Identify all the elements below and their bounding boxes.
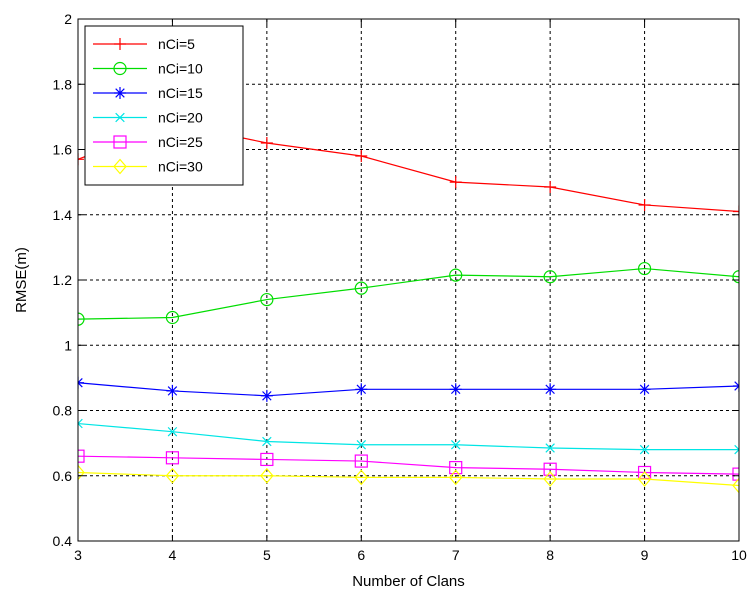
series-nCi=20	[78, 418, 739, 455]
data-point	[165, 467, 180, 484]
x-tick-label: 6	[357, 547, 365, 563]
series-line	[78, 471, 739, 487]
legend-item: nCi=20	[93, 110, 203, 126]
data-point	[78, 312, 85, 326]
legend-item: nCi=30	[93, 159, 203, 175]
x-tick-label: 7	[452, 547, 460, 563]
x-tick-label: 10	[731, 547, 747, 563]
y-tick-label: 2	[64, 11, 72, 27]
y-tick-label: 0.4	[53, 533, 73, 549]
y-tick-label: 0.6	[53, 468, 73, 484]
data-point	[355, 383, 368, 396]
data-point	[113, 158, 127, 175]
legend-item: nCi=5	[93, 36, 195, 52]
series-line	[78, 267, 739, 320]
y-tick-label: 1.4	[53, 207, 73, 223]
data-point	[260, 292, 274, 307]
legend-label: nCi=10	[158, 61, 203, 77]
legend-item: nCi=10	[93, 61, 203, 77]
data-point	[544, 383, 557, 396]
data-point	[355, 150, 368, 163]
data-point	[165, 451, 180, 465]
data-point	[78, 418, 83, 429]
data-point	[165, 310, 180, 325]
data-point	[78, 153, 84, 166]
data-point	[544, 181, 557, 194]
data-point	[449, 460, 463, 475]
data-point	[734, 444, 739, 455]
y-axis-label: RMSE(m)	[13, 247, 30, 313]
data-point	[732, 477, 739, 494]
data-point	[637, 261, 652, 276]
y-tick-label: 1	[64, 337, 72, 353]
legend-box	[84, 25, 244, 186]
legend-label: nCi=25	[158, 134, 203, 150]
data-point	[356, 440, 367, 450]
data-point	[543, 462, 557, 476]
series-line	[78, 455, 739, 475]
data-point	[113, 61, 127, 76]
data-point	[638, 198, 651, 211]
data-point	[543, 471, 557, 487]
data-point	[732, 270, 739, 284]
data-point	[78, 449, 85, 463]
data-point	[115, 112, 125, 123]
data-point	[733, 205, 739, 218]
data-point	[260, 136, 273, 149]
series-nCi=25	[78, 449, 739, 481]
data-point	[637, 471, 652, 487]
data-point	[260, 389, 273, 402]
data-point	[78, 464, 85, 481]
data-point	[449, 383, 462, 396]
series-line	[78, 422, 739, 451]
data-point	[449, 268, 463, 282]
data-point	[262, 436, 272, 447]
data-point	[545, 443, 555, 453]
data-point	[166, 384, 179, 397]
legend-item: nCi=15	[93, 85, 203, 101]
data-point	[113, 135, 127, 149]
x-tick-label: 8	[546, 547, 554, 563]
data-point	[114, 38, 126, 50]
legend-label: nCi=5	[158, 36, 195, 52]
legend-label: nCi=20	[158, 110, 203, 126]
y-tick-label: 1.2	[53, 272, 73, 288]
data-point	[732, 467, 739, 481]
data-point	[448, 469, 463, 486]
data-point	[260, 467, 274, 484]
series-nCi=10	[78, 261, 739, 326]
series-nCi=15	[78, 376, 739, 402]
data-point	[354, 281, 368, 295]
series-nCi=30	[78, 464, 739, 494]
x-tick-label: 4	[169, 547, 177, 563]
x-tick-label: 5	[263, 547, 271, 563]
x-tick-labels: 3 4 5 6 7 8 9 10	[74, 19, 747, 563]
y-tick-label: 1.8	[53, 76, 73, 92]
data-point	[260, 452, 274, 467]
y-tick-label: 1.6	[53, 142, 73, 158]
legend-label: nCi=15	[158, 85, 203, 101]
data-point	[354, 454, 368, 468]
data-point	[449, 176, 462, 189]
data-point	[354, 469, 369, 486]
data-point	[167, 426, 178, 437]
legend: nCi=5 nCi=10 nCi=15 nCi=20 nCi=25 nCi=30	[84, 25, 244, 186]
y-tick-label: 0.8	[53, 403, 73, 419]
x-axis-label: Number of Clans	[352, 573, 465, 590]
legend-label: nCi=30	[158, 159, 203, 175]
data-point	[638, 383, 651, 396]
data-point	[639, 444, 650, 455]
x-tick-label: 3	[74, 547, 82, 563]
data-point	[114, 87, 126, 99]
data-point	[450, 440, 461, 450]
data-point	[543, 270, 557, 284]
legend-item: nCi=25	[93, 134, 203, 150]
y-tick-labels: 0.4 0.6 0.8 1 1.2 1.4 1.6 1.8 2	[53, 11, 739, 549]
series-line	[78, 382, 739, 397]
x-tick-label: 9	[641, 547, 649, 563]
